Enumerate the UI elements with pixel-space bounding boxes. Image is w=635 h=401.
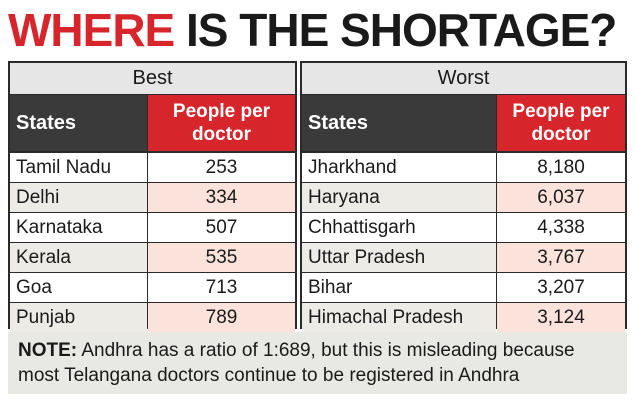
worst-header-people-per-doctor: People per doctor xyxy=(497,95,625,151)
state-cell: Goa xyxy=(10,273,147,302)
worst-table: Worst States People per doctor Jharkhand… xyxy=(300,61,627,332)
state-cell: Jharkhand xyxy=(302,153,496,182)
best-table: Best States People per doctor Tamil Nadu… xyxy=(8,61,297,332)
people-per-doctor-cell: 8,180 xyxy=(497,153,625,182)
state-cell: Punjab xyxy=(10,303,147,332)
people-per-doctor-cell: 3,207 xyxy=(497,273,625,302)
title-highlight: WHERE xyxy=(8,4,175,56)
state-cell: Uttar Pradesh xyxy=(302,243,496,272)
best-header-people-per-doctor: People per doctor xyxy=(148,95,295,151)
header-line-1: People per xyxy=(172,101,271,122)
table-row: Tamil Nadu 253 xyxy=(10,153,295,182)
table-row: Punjab 789 xyxy=(10,303,295,332)
best-header-states: States xyxy=(10,95,147,151)
state-cell: Himachal Pradesh xyxy=(302,303,496,332)
state-cell: Delhi xyxy=(10,183,147,212)
people-per-doctor-cell: 253 xyxy=(148,153,295,182)
people-per-doctor-cell: 4,338 xyxy=(497,213,625,242)
state-cell: Bihar xyxy=(302,273,496,302)
people-per-doctor-cell: 3,124 xyxy=(497,303,625,332)
people-per-doctor-cell: 334 xyxy=(148,183,295,212)
state-cell: Tamil Nadu xyxy=(10,153,147,182)
footnote: NOTE: Andhra has a ratio of 1:689, but t… xyxy=(8,332,627,394)
table-row: Bihar 3,207 xyxy=(302,273,625,302)
note-text: Andhra has a ratio of 1:689, but this is… xyxy=(18,340,575,386)
table-row: Himachal Pradesh 3,124 xyxy=(302,303,625,332)
infographic-title: WHERE IS THE SHORTAGE? xyxy=(8,2,628,58)
worst-header-states: States xyxy=(302,95,496,151)
people-per-doctor-cell: 6,037 xyxy=(497,183,625,212)
state-cell: Karnataka xyxy=(10,213,147,242)
table-row: Uttar Pradesh 3,767 xyxy=(302,243,625,272)
table-row: Haryana 6,037 xyxy=(302,183,625,212)
table-row: Goa 713 xyxy=(10,273,295,302)
table-row: Kerala 535 xyxy=(10,243,295,272)
header-line-2: doctor xyxy=(191,124,252,145)
header-line-1: People per xyxy=(512,101,610,122)
table-row: Jharkhand 8,180 xyxy=(302,153,625,182)
people-per-doctor-cell: 3,767 xyxy=(497,243,625,272)
people-per-doctor-cell: 789 xyxy=(148,303,295,332)
note-label: NOTE: xyxy=(18,340,78,361)
people-per-doctor-cell: 507 xyxy=(148,213,295,242)
table-row: Karnataka 507 xyxy=(10,213,295,242)
table-row: Chhattisgarh 4,338 xyxy=(302,213,625,242)
state-cell: Chhattisgarh xyxy=(302,213,496,242)
title-rest: IS THE SHORTAGE? xyxy=(186,4,617,56)
people-per-doctor-cell: 713 xyxy=(148,273,295,302)
state-cell: Haryana xyxy=(302,183,496,212)
best-table-title: Best xyxy=(10,63,295,94)
worst-table-title: Worst xyxy=(302,63,625,94)
people-per-doctor-cell: 535 xyxy=(148,243,295,272)
header-line-2: doctor xyxy=(531,124,591,145)
table-row: Delhi 334 xyxy=(10,183,295,212)
state-cell: Kerala xyxy=(10,243,147,272)
